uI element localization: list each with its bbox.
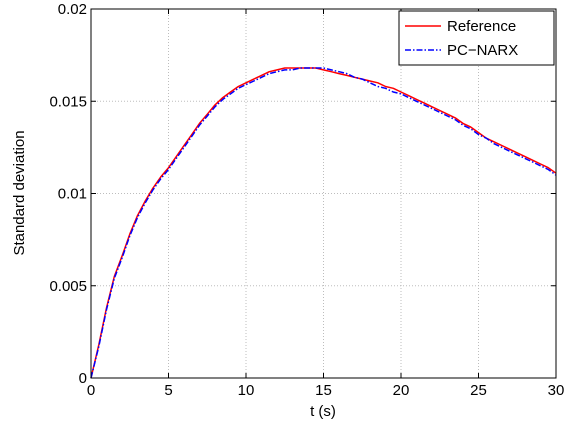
legend-label: PC−NARX (447, 42, 518, 59)
y-tick-label: 0.02 (58, 1, 87, 18)
series-line-2 (90, 67, 557, 379)
x-tick-label: 30 (548, 382, 565, 399)
x-tick-label: 15 (315, 382, 332, 399)
axis-ticks: 0 5 10 15 20 25 30 0 0.005 0.01 0.015 0.02 (49, 1, 564, 399)
x-tick-label: 10 (238, 382, 255, 399)
x-tick-label: 0 (87, 382, 95, 399)
series-layer (90, 67, 557, 379)
x-tick-label: 20 (393, 382, 410, 399)
y-tick-label: 0.015 (49, 93, 87, 110)
x-axis-label: t (s) (310, 403, 336, 420)
legend: Reference PC−NARX (398, 10, 555, 66)
x-tick-label: 5 (164, 382, 172, 399)
series-line-1 (90, 67, 557, 379)
legend-box (398, 10, 555, 66)
x-tick-label: 25 (470, 382, 487, 399)
y-tick-label: 0 (79, 370, 87, 387)
y-tick-label: 0.01 (58, 186, 87, 203)
y-axis-label: Standard deviation (11, 130, 28, 255)
grid (91, 9, 556, 378)
legend-label: Reference (447, 18, 516, 35)
y-tick-label: 0.005 (49, 278, 87, 295)
